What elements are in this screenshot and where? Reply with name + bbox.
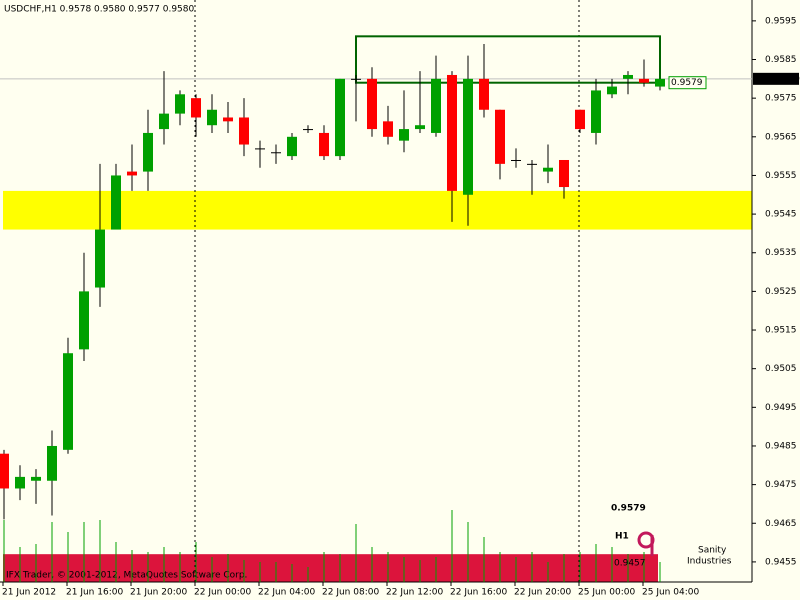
- candle-body: [319, 132, 329, 157]
- resistance-box: [355, 35, 661, 84]
- y-tick-label: 0.9475: [765, 480, 797, 490]
- candle-body: [175, 94, 185, 114]
- candle-body: [127, 171, 137, 176]
- candle-body: [351, 78, 361, 80]
- y-tick-label: 0.9465: [765, 519, 797, 529]
- y-tick-label: 0.9595: [765, 16, 797, 26]
- candle-body: [303, 129, 313, 131]
- y-tick-label: 0.9565: [765, 132, 797, 142]
- candle-body: [95, 229, 105, 288]
- candle-body: [0, 453, 9, 489]
- x-tick-label: 21 Jun 2012: [2, 588, 56, 598]
- candle-body: [255, 148, 265, 150]
- y-tick-label: 0.9575: [765, 94, 797, 104]
- candle-body: [159, 113, 169, 130]
- candle-body: [223, 117, 233, 122]
- x-tick-label: 25 Jun 04:00: [642, 588, 699, 598]
- candle-body: [143, 132, 153, 172]
- logo-price: 0.9579: [611, 504, 646, 514]
- candle-body: [639, 78, 649, 83]
- candle-body: [623, 74, 633, 79]
- last-price-label: 0.9580: [765, 74, 800, 84]
- candle-body: [543, 167, 553, 172]
- candle-body: [239, 117, 249, 145]
- bid-label: 0.9579: [671, 78, 703, 88]
- y-tick-label: 0.9555: [765, 171, 797, 181]
- candle-body: [559, 159, 569, 188]
- bid-box: [668, 76, 707, 90]
- x-tick-label: 21 Jun 16:00: [66, 588, 123, 598]
- candle-body: [335, 78, 345, 157]
- support-zone: [3, 190, 752, 230]
- candle-body: [463, 78, 473, 195]
- y-tick-label: 0.9495: [765, 403, 797, 413]
- footer-text: IFX Trader, © 2001-2012, MetaQuotes Soft…: [6, 571, 247, 581]
- y-tick-label: 0.9525: [765, 287, 797, 297]
- y-tick-label: 0.9535: [765, 248, 797, 258]
- candle-body: [415, 125, 425, 130]
- candle-body: [111, 175, 121, 230]
- logo-line1: Sanity: [698, 546, 727, 556]
- candle-body: [47, 445, 57, 481]
- lower-zone: [3, 554, 658, 582]
- chart-title: USDCHF,H1 0.9578 0.9580 0.9577 0.9580: [4, 5, 194, 15]
- x-tick-label: 22 Jun 08:00: [322, 588, 379, 598]
- candle-body: [15, 476, 25, 489]
- last-price-box: [753, 72, 799, 85]
- candle-body: [511, 159, 521, 161]
- candle-body: [367, 78, 377, 130]
- y-tick-label: 0.9515: [765, 326, 797, 336]
- y-tick-label: 0.9545: [765, 210, 797, 220]
- lower-zone-label: 0.9457: [614, 559, 646, 569]
- y-tick-label: 0.9485: [765, 441, 797, 451]
- x-tick-label: 22 Jun 20:00: [514, 588, 571, 598]
- candle-body: [479, 78, 489, 110]
- candle-body: [575, 109, 585, 130]
- logo-line2: Industries: [687, 557, 732, 567]
- candle-body: [591, 90, 601, 133]
- candle-body: [79, 291, 89, 350]
- candle-body: [607, 86, 617, 95]
- x-tick-label: 25 Jun 00:00: [578, 588, 635, 598]
- candle-body: [383, 121, 393, 137]
- candle-body: [399, 129, 409, 141]
- x-tick-label: 22 Jun 04:00: [258, 588, 315, 598]
- candle-body: [287, 136, 297, 157]
- x-tick-label: 21 Jun 20:00: [130, 588, 187, 598]
- y-tick-label: 0.9455: [765, 557, 797, 567]
- x-tick-label: 22 Jun 12:00: [386, 588, 443, 598]
- candle-body: [207, 109, 217, 126]
- candle-body: [63, 353, 73, 450]
- candle-body: [527, 163, 537, 165]
- x-tick-label: 22 Jun 16:00: [450, 588, 507, 598]
- zones: IFX Trader, © 2001-2012, MetaQuotes Soft…: [3, 190, 752, 582]
- candle-body: [271, 152, 281, 154]
- candle-body: [31, 476, 41, 481]
- y-tick-label: 0.9585: [765, 55, 797, 65]
- y-tick-label: 0.9505: [765, 364, 797, 374]
- candle-body: [431, 78, 441, 133]
- candle-body: [495, 109, 505, 164]
- x-tick-label: 22 Jun 00:00: [194, 588, 251, 598]
- logo-timeframe: H1: [615, 532, 629, 542]
- candle-body: [191, 98, 201, 118]
- candle-body: [655, 78, 665, 87]
- candle-body: [447, 74, 457, 191]
